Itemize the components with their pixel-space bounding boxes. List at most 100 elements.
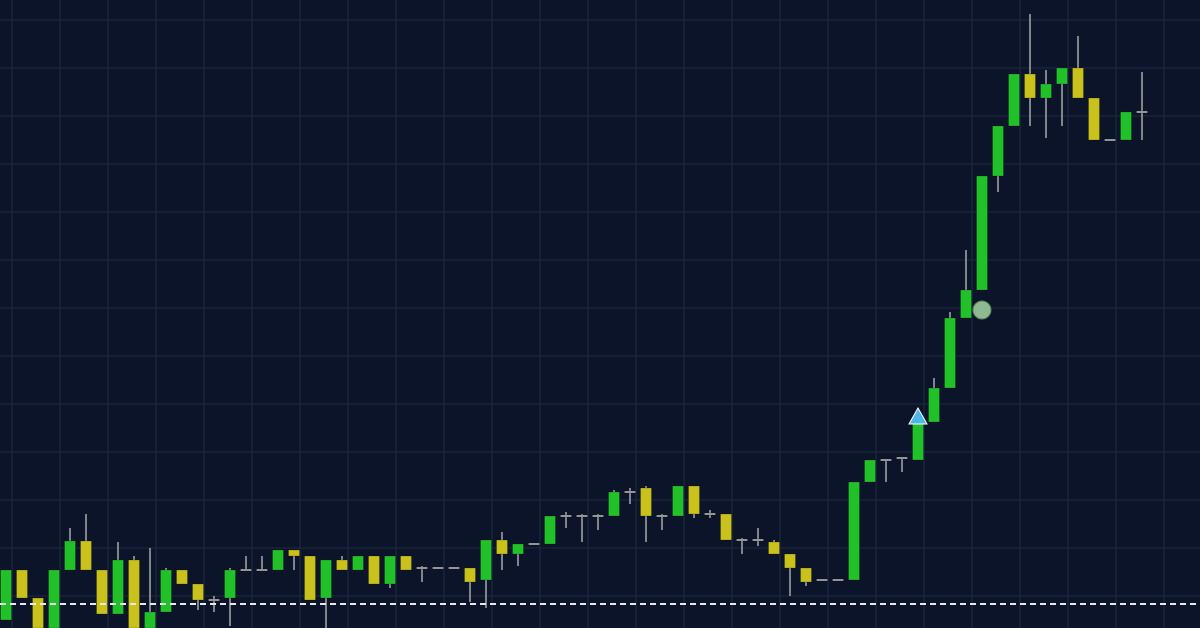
candle-body bbox=[960, 289, 972, 319]
candle-body bbox=[224, 569, 236, 599]
candle-body bbox=[144, 611, 156, 628]
candle-body bbox=[848, 481, 860, 581]
candle-body bbox=[912, 421, 924, 461]
candle-body bbox=[320, 559, 332, 599]
candle-body bbox=[736, 538, 748, 542]
candle bbox=[0, 569, 12, 621]
candle bbox=[144, 548, 156, 628]
candle bbox=[832, 578, 844, 582]
candle bbox=[800, 567, 812, 586]
candle-body bbox=[880, 458, 892, 462]
candle bbox=[992, 125, 1004, 192]
candle-body bbox=[832, 578, 844, 582]
candle-body bbox=[976, 175, 988, 291]
candle bbox=[656, 514, 668, 530]
candle bbox=[464, 567, 476, 602]
candle-body bbox=[544, 515, 556, 545]
candle-body bbox=[816, 578, 828, 582]
candle-body bbox=[656, 514, 668, 518]
candle-body bbox=[512, 543, 524, 555]
candle bbox=[1104, 138, 1116, 142]
candle bbox=[672, 485, 684, 517]
candle bbox=[592, 514, 604, 530]
candle-body bbox=[1072, 67, 1084, 99]
candle-body bbox=[64, 540, 76, 571]
candle bbox=[368, 555, 380, 585]
candle bbox=[624, 488, 636, 504]
candle bbox=[640, 486, 652, 542]
candle bbox=[944, 312, 956, 389]
candle bbox=[928, 378, 940, 423]
candle-body bbox=[480, 539, 492, 581]
candle bbox=[736, 538, 748, 554]
candle bbox=[416, 566, 428, 582]
candle bbox=[96, 569, 108, 615]
candle-body bbox=[256, 568, 268, 572]
candle bbox=[432, 566, 444, 570]
candle bbox=[160, 568, 172, 613]
candle-body bbox=[112, 559, 124, 615]
candle bbox=[176, 569, 188, 585]
candle-body bbox=[1088, 97, 1100, 141]
candle bbox=[1040, 70, 1052, 138]
candle-body bbox=[192, 583, 204, 601]
candle-body bbox=[896, 456, 908, 460]
candle-body bbox=[1008, 73, 1020, 127]
candle-body bbox=[80, 540, 92, 571]
candle bbox=[976, 175, 988, 291]
candle bbox=[64, 528, 76, 571]
candle-body bbox=[1040, 83, 1052, 99]
candle-body bbox=[608, 491, 620, 517]
candle bbox=[384, 555, 396, 588]
candle bbox=[1008, 73, 1020, 127]
circle-marker bbox=[972, 300, 992, 320]
candle-body bbox=[400, 555, 412, 571]
candle bbox=[16, 569, 28, 599]
candle-body bbox=[1104, 138, 1116, 142]
candle bbox=[320, 559, 332, 628]
candle bbox=[576, 514, 588, 542]
candle-body bbox=[0, 569, 12, 621]
candle bbox=[1120, 111, 1132, 141]
candle-body bbox=[352, 555, 364, 571]
candle bbox=[496, 532, 508, 570]
candle bbox=[400, 555, 412, 571]
candle bbox=[480, 539, 492, 608]
candle-body bbox=[784, 553, 796, 569]
candle bbox=[48, 569, 60, 628]
candle-body bbox=[96, 569, 108, 615]
candle-body bbox=[640, 487, 652, 517]
candle-body bbox=[240, 568, 252, 572]
candle bbox=[304, 555, 316, 601]
candle bbox=[224, 568, 236, 626]
candle-body bbox=[208, 598, 220, 602]
candle bbox=[352, 555, 364, 571]
candle bbox=[688, 485, 700, 518]
candle bbox=[896, 456, 908, 472]
candle bbox=[960, 250, 972, 319]
candle-body bbox=[416, 566, 428, 570]
candle-body bbox=[368, 555, 380, 585]
candle-body bbox=[1056, 67, 1068, 85]
candle-body bbox=[592, 514, 604, 518]
candle-body bbox=[32, 597, 44, 628]
candle bbox=[240, 556, 252, 572]
candle bbox=[256, 556, 268, 572]
candle bbox=[704, 510, 716, 518]
candle-body bbox=[496, 539, 508, 555]
candle-body bbox=[48, 569, 60, 628]
candle bbox=[1056, 67, 1068, 126]
markers bbox=[908, 300, 992, 425]
candle bbox=[1072, 36, 1084, 99]
candle bbox=[752, 528, 764, 546]
candle-body bbox=[1024, 73, 1036, 99]
candle bbox=[848, 481, 860, 581]
candle-body bbox=[576, 514, 588, 518]
candle-body bbox=[304, 555, 316, 601]
candle-body bbox=[176, 569, 188, 585]
candle bbox=[192, 583, 204, 610]
